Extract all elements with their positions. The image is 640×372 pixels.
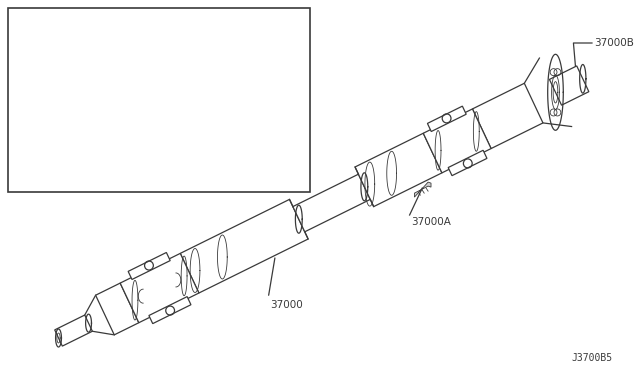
Bar bbox=[8, 8, 310, 192]
Polygon shape bbox=[149, 296, 191, 324]
Text: 37000: 37000 bbox=[270, 300, 303, 310]
Text: 37000B: 37000B bbox=[594, 38, 634, 48]
Polygon shape bbox=[54, 315, 92, 346]
Text: J3700B5: J3700B5 bbox=[572, 353, 612, 363]
Polygon shape bbox=[120, 253, 199, 323]
Polygon shape bbox=[180, 199, 308, 293]
Polygon shape bbox=[43, 141, 68, 172]
Text: AT: AT bbox=[13, 176, 27, 186]
Polygon shape bbox=[83, 96, 148, 150]
Polygon shape bbox=[415, 182, 431, 197]
Polygon shape bbox=[549, 66, 589, 105]
Polygon shape bbox=[56, 123, 80, 140]
Text: 37000A: 37000A bbox=[412, 217, 451, 227]
Polygon shape bbox=[138, 83, 177, 117]
Polygon shape bbox=[71, 150, 95, 168]
Polygon shape bbox=[448, 150, 487, 176]
Polygon shape bbox=[24, 159, 44, 177]
Polygon shape bbox=[128, 253, 170, 279]
Polygon shape bbox=[215, 73, 234, 88]
Polygon shape bbox=[223, 34, 260, 73]
Polygon shape bbox=[355, 133, 442, 206]
Polygon shape bbox=[199, 48, 236, 86]
Polygon shape bbox=[472, 83, 543, 148]
Polygon shape bbox=[423, 109, 491, 173]
Polygon shape bbox=[54, 125, 97, 166]
Polygon shape bbox=[200, 46, 220, 61]
Polygon shape bbox=[95, 283, 139, 335]
Polygon shape bbox=[428, 106, 466, 132]
Polygon shape bbox=[166, 61, 212, 104]
Polygon shape bbox=[293, 174, 371, 232]
Text: 37000: 37000 bbox=[193, 156, 226, 166]
